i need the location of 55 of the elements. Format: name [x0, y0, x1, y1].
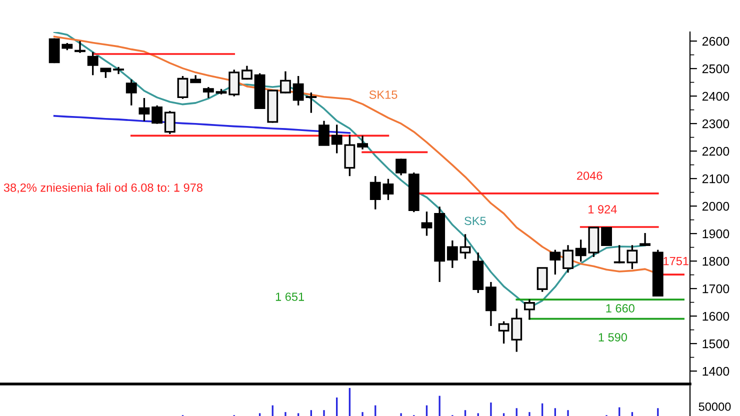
candlestick: [202, 86, 214, 99]
candlestick: [601, 226, 612, 246]
candlestick: [126, 78, 137, 106]
y-tick-label: 2100: [702, 174, 730, 184]
y-tick-label: 1400: [702, 366, 730, 376]
y-tick-label: 2600: [702, 36, 730, 46]
candlestick: [562, 244, 574, 274]
annotation: 38,2% zniesienia fali od 6.08 to: 1 978: [4, 183, 202, 194]
candlestick: [614, 244, 625, 264]
candlestick: [164, 110, 176, 135]
annotation: 1 651: [276, 292, 304, 301]
candlestick: [536, 267, 548, 293]
candlestick: [138, 97, 150, 122]
candlestick: [460, 233, 471, 260]
candlestick: [382, 178, 394, 201]
candlestick: [100, 68, 112, 79]
candlestick: [87, 51, 98, 76]
y-tick-label: 1800: [702, 256, 730, 266]
series-label: 2046: [577, 172, 602, 180]
candlestick: [280, 70, 291, 94]
series-label: 1751: [664, 256, 688, 266]
candlestick: [357, 134, 368, 150]
y-tick-label: 2000: [702, 202, 730, 211]
candlestick: [498, 320, 510, 344]
series-label: 1 660: [606, 304, 634, 312]
candlestick: [241, 64, 252, 80]
candlestick: [626, 244, 638, 270]
candlestick: [74, 40, 86, 54]
series-label: 1 590: [598, 333, 627, 342]
y-tick-label: 1500: [702, 339, 730, 348]
candlestick: [318, 120, 330, 146]
candlestick: [421, 210, 432, 237]
y-tick-label: 2500: [702, 64, 730, 74]
line-series: [53, 114, 351, 134]
candlestick: [550, 248, 561, 276]
candlestick: [446, 240, 458, 269]
y-tick-label: 2200: [702, 146, 730, 156]
y-tick-label: 1900: [702, 229, 730, 238]
series-label: SK5: [464, 216, 486, 226]
candlestick: [524, 298, 535, 320]
text: 50000: [698, 402, 731, 411]
candlestick: [485, 281, 496, 327]
series-label: 1 924: [588, 205, 617, 214]
candlestick: [396, 158, 407, 176]
y-tick-label: 2300: [702, 119, 730, 128]
y-tick-label: 2400: [702, 92, 730, 101]
candlestick: [228, 68, 240, 98]
candlestick: [152, 104, 163, 125]
candlestick: [370, 175, 381, 210]
candlestick: [177, 75, 188, 100]
y-tick-label: 1700: [702, 284, 730, 294]
series-label: SK15: [369, 90, 398, 99]
candlestick: [511, 308, 522, 353]
y-tick-label: 1600: [702, 312, 730, 321]
candlestick: [640, 232, 651, 247]
